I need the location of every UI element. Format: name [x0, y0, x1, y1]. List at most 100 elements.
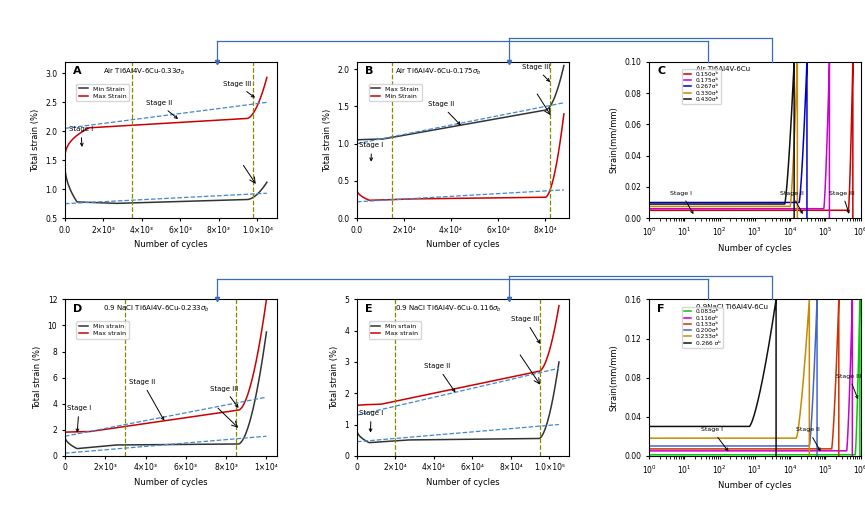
0.133σᵇ [830, 381, 841, 387]
Y-axis label: Strain(mm/mm): Strain(mm/mm) [610, 107, 618, 174]
Legend: Max Strain, Min Strain: Max Strain, Min Strain [368, 83, 421, 101]
0.430σᵇ [785, 135, 795, 141]
0.233σᵇ [801, 338, 811, 344]
0.430σᵇ [785, 139, 795, 145]
0.266 σᵇ [734, 423, 745, 430]
Text: 0.9 NaCl Ti6Al4V-6Cu-0.233$\sigma_b$: 0.9 NaCl Ti6Al4V-6Cu-0.233$\sigma_b$ [103, 304, 209, 314]
Line: 0.133σᵇ: 0.133σᵇ [649, 299, 839, 456]
Line: 0.116σᵇ: 0.116σᵇ [649, 299, 852, 456]
0.267σᵇ [798, 156, 808, 162]
0.133σᵇ [644, 446, 654, 452]
0.266 σᵇ [759, 368, 769, 374]
Text: Stage II: Stage II [779, 191, 804, 213]
0.083σᵇ [644, 452, 654, 458]
0.330σᵇ [696, 203, 707, 210]
X-axis label: Number of cycles: Number of cycles [426, 478, 500, 487]
0.330σᵇ [792, 215, 803, 221]
X-axis label: Number of cycles: Number of cycles [718, 482, 791, 490]
Text: Stage III: Stage III [836, 373, 862, 399]
0.430σᵇ [787, 101, 798, 108]
Text: E: E [365, 304, 373, 314]
Text: Stage I: Stage I [702, 427, 727, 451]
0.175σᵇ [822, 138, 832, 144]
0.116σᵇ [847, 453, 857, 459]
Text: Stage III: Stage III [522, 64, 550, 81]
0.200σᵇ [644, 443, 654, 449]
0.116σᵇ [845, 377, 855, 384]
Text: Stage II: Stage II [427, 101, 460, 125]
0.150σᵇ [718, 207, 728, 213]
Text: Stage I: Stage I [359, 143, 383, 161]
0.430σᵇ [789, 215, 799, 221]
X-axis label: Number of cycles: Number of cycles [718, 244, 791, 253]
0.133σᵇ [834, 453, 844, 459]
Text: F: F [657, 304, 665, 314]
0.233σᵇ [804, 453, 815, 459]
Text: Stage II: Stage II [130, 379, 163, 420]
0.200σᵇ [812, 296, 823, 302]
0.330σᵇ [771, 203, 781, 210]
0.083σᵇ [721, 452, 731, 458]
0.116σᵇ [644, 448, 654, 454]
0.083σᵇ [852, 404, 862, 410]
0.233σᵇ [644, 435, 654, 441]
Text: Stage III: Stage III [210, 386, 238, 407]
Y-axis label: Total strain (%): Total strain (%) [323, 108, 331, 171]
Y-axis label: Total strain (%): Total strain (%) [30, 108, 40, 171]
0.175σᵇ [821, 161, 831, 167]
0.200σᵇ [811, 340, 821, 347]
Line: 0.330σᵇ: 0.330σᵇ [649, 62, 798, 218]
Text: Stage I: Stage I [670, 191, 693, 213]
0.150σᵇ [644, 207, 654, 213]
0.267σᵇ [700, 199, 710, 205]
0.266 σᵇ [765, 334, 775, 340]
Text: C: C [657, 66, 665, 77]
X-axis label: Number of cycles: Number of cycles [426, 241, 500, 249]
X-axis label: Number of cycles: Number of cycles [134, 478, 208, 487]
0.267σᵇ [800, 101, 811, 107]
0.330σᵇ [792, 59, 803, 65]
Legend: Min Strain, Max Strain: Min Strain, Max Strain [76, 83, 130, 101]
Y-axis label: Strain(mm/mm): Strain(mm/mm) [610, 344, 618, 411]
0.430σᵇ [789, 59, 799, 65]
Text: Stage II: Stage II [797, 427, 820, 451]
0.266 σᵇ [756, 384, 766, 390]
Line: 0.200σᵇ: 0.200σᵇ [649, 299, 817, 456]
0.266 σᵇ [771, 296, 781, 302]
0.116σᵇ [844, 401, 855, 407]
0.200σᵇ [809, 379, 819, 385]
0.200σᵇ [809, 375, 819, 381]
0.150σᵇ [845, 162, 855, 168]
0.150σᵇ [848, 215, 858, 221]
Text: Stage II: Stage II [145, 100, 177, 118]
0.150σᵇ [848, 59, 858, 65]
0.150σᵇ [823, 207, 834, 213]
Line: 0.150σᵇ: 0.150σᵇ [649, 62, 853, 218]
0.267σᵇ [644, 199, 654, 205]
0.267σᵇ [798, 138, 809, 144]
0.083σᵇ [855, 453, 865, 459]
Text: Stage III: Stage III [830, 191, 855, 213]
0.175σᵇ [644, 205, 654, 212]
Text: 0.9 NaCl Ti6Al4V-6Cu-0.116$\sigma_b$: 0.9 NaCl Ti6Al4V-6Cu-0.116$\sigma_b$ [395, 304, 502, 314]
0.083σᵇ [853, 380, 863, 386]
Text: Stage I: Stage I [68, 126, 93, 146]
Text: Stage III: Stage III [511, 316, 540, 343]
Text: 0.9NaCl Ti6Al4V-6Cu: 0.9NaCl Ti6Al4V-6Cu [695, 304, 767, 310]
Line: 0.175σᵇ: 0.175σᵇ [649, 62, 830, 218]
Line: 0.266 σᵇ: 0.266 σᵇ [649, 299, 776, 456]
0.200σᵇ [807, 398, 817, 404]
0.116σᵇ [844, 382, 855, 388]
0.330σᵇ [644, 203, 654, 210]
Line: 0.233σᵇ: 0.233σᵇ [649, 299, 810, 456]
Text: Air Ti6Al4V-6Cu-0.175$\sigma_b$: Air Ti6Al4V-6Cu-0.175$\sigma_b$ [395, 66, 482, 77]
0.150σᵇ [847, 104, 857, 110]
0.150σᵇ [846, 138, 856, 144]
0.233σᵇ [798, 374, 809, 381]
0.200σᵇ [812, 453, 823, 459]
0.430σᵇ [766, 201, 776, 207]
0.133σᵇ [808, 446, 818, 452]
0.116σᵇ [846, 342, 856, 348]
0.330σᵇ [788, 159, 798, 165]
0.175σᵇ [822, 141, 832, 147]
